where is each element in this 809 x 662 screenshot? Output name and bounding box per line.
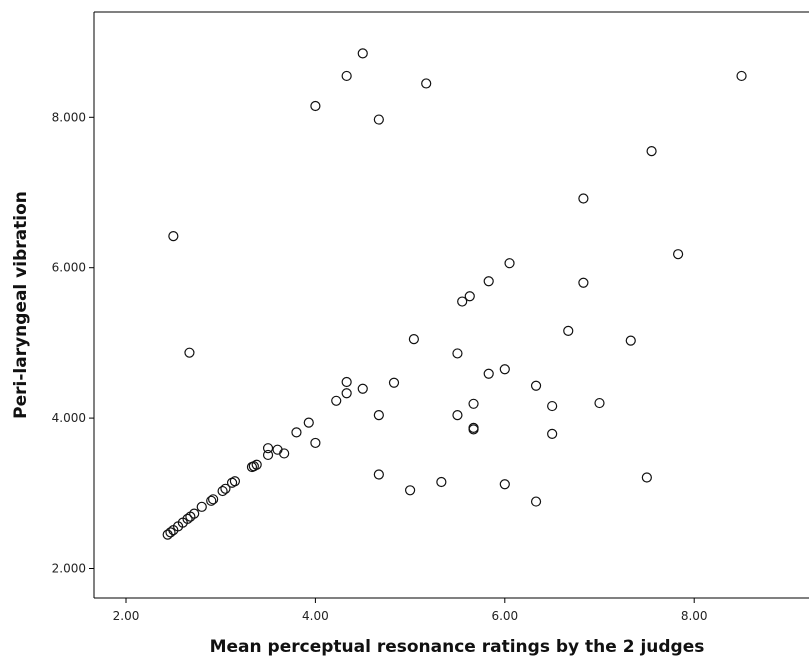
data-point: [206, 495, 217, 506]
data-point: [272, 444, 283, 455]
data-point: [625, 335, 636, 346]
data-point: [388, 377, 400, 388]
data-point: [468, 398, 479, 409]
data-point: [208, 494, 219, 505]
x-tick-label: 4.00: [302, 609, 329, 623]
y-tick-label: 6.000: [52, 261, 86, 275]
data-point: [594, 397, 605, 409]
y-tick-label: 8.000: [52, 110, 86, 124]
data-point: [357, 383, 368, 394]
data-point: [196, 501, 207, 512]
data-point: [736, 70, 747, 82]
data-point: [226, 477, 238, 488]
x-tick-label: 2.00: [113, 609, 140, 623]
data-point: [357, 48, 368, 59]
data-point: [310, 437, 321, 449]
data-point: [641, 472, 652, 483]
data-point: [341, 388, 352, 399]
x-tick-label: 8.00: [681, 609, 708, 623]
data-point: [279, 448, 290, 459]
data-point: [185, 511, 196, 522]
data-point: [251, 459, 262, 470]
data-point: [578, 193, 589, 204]
data-point: [229, 476, 241, 487]
y-ticks: 2.000 4.000 6.000 8.000: [52, 110, 94, 576]
data-point: [504, 258, 515, 269]
data-point: [421, 78, 432, 89]
data-points: [162, 48, 747, 540]
data-point: [331, 395, 342, 406]
data-point: [291, 427, 302, 438]
data-point: [303, 417, 314, 428]
data-point: [464, 291, 475, 302]
data-point: [165, 527, 176, 538]
data-point: [547, 400, 558, 412]
data-point: [483, 368, 494, 379]
y-axis-title: Peri-laryngeal vibration: [11, 191, 31, 419]
data-point: [310, 100, 321, 112]
data-point: [530, 380, 542, 391]
data-point: [483, 276, 494, 287]
data-point: [217, 485, 228, 497]
data-point: [499, 364, 510, 375]
data-point: [262, 443, 274, 454]
data-point: [246, 461, 258, 473]
plot-frame: [93, 11, 809, 599]
data-point: [530, 496, 542, 507]
data-point: [220, 483, 231, 494]
data-point: [436, 476, 447, 488]
data-point: [468, 424, 479, 435]
data-point: [168, 231, 179, 242]
data-point: [547, 428, 558, 439]
data-point: [646, 146, 657, 157]
data-point: [262, 449, 274, 461]
data-point: [578, 277, 589, 288]
data-point: [373, 409, 384, 421]
data-point: [162, 529, 173, 540]
data-point: [452, 348, 463, 359]
data-point: [452, 409, 463, 421]
x-tick-label: 6.00: [491, 609, 518, 623]
y-tick-label: 2.000: [52, 562, 86, 576]
data-point: [499, 479, 510, 490]
x-axis-title: Mean perceptual resonance ratings by the…: [210, 637, 705, 657]
data-point: [673, 249, 684, 260]
data-point: [457, 296, 468, 307]
data-point: [373, 114, 384, 125]
data-point: [373, 469, 384, 480]
data-point: [563, 325, 574, 336]
data-point: [341, 70, 352, 82]
x-ticks: 2.00 4.00 6.00 8.00: [113, 598, 708, 623]
data-point: [341, 376, 352, 388]
data-point: [405, 485, 416, 496]
data-point: [408, 334, 419, 345]
y-tick-label: 4.000: [52, 411, 86, 425]
data-point: [184, 347, 195, 358]
